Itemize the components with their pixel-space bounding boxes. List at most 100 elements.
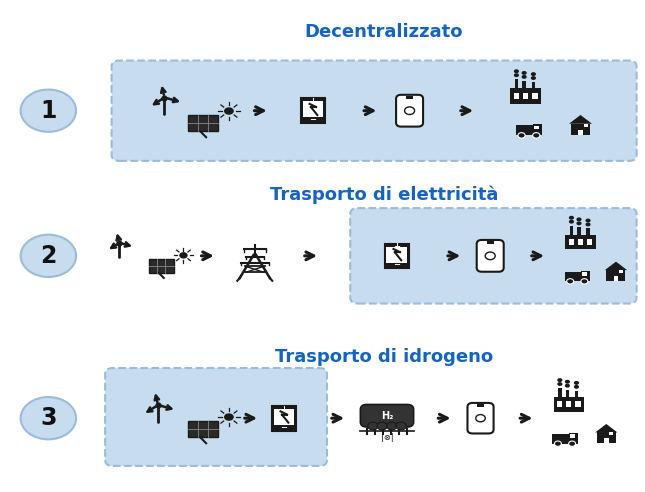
Circle shape: [569, 220, 574, 224]
Circle shape: [555, 441, 561, 446]
Text: −: −: [393, 260, 400, 269]
Circle shape: [514, 73, 519, 77]
Bar: [554, 397, 584, 412]
Circle shape: [565, 380, 570, 384]
Circle shape: [577, 221, 582, 225]
Bar: [571, 124, 590, 135]
Circle shape: [21, 235, 76, 277]
Text: 2: 2: [40, 244, 57, 268]
Circle shape: [531, 76, 536, 80]
Bar: [477, 404, 484, 407]
Bar: [619, 270, 623, 273]
Text: +: +: [310, 97, 316, 106]
Text: 1: 1: [40, 99, 57, 123]
Bar: [578, 239, 583, 245]
Text: Trasporto di elettricità: Trasporto di elettricità: [270, 185, 498, 204]
Bar: [570, 434, 575, 438]
Bar: [570, 226, 573, 235]
Bar: [606, 270, 626, 281]
Bar: [303, 101, 323, 118]
Bar: [487, 241, 493, 244]
Bar: [597, 432, 616, 443]
Circle shape: [377, 422, 387, 430]
Circle shape: [577, 217, 582, 221]
Bar: [515, 79, 518, 89]
FancyBboxPatch shape: [396, 95, 423, 126]
Bar: [148, 259, 174, 273]
Bar: [566, 401, 571, 407]
Text: |⊗|: |⊗|: [381, 433, 393, 442]
Bar: [534, 126, 539, 129]
Bar: [610, 432, 613, 435]
Bar: [586, 228, 590, 235]
FancyBboxPatch shape: [477, 240, 504, 272]
Circle shape: [557, 378, 562, 382]
Bar: [557, 401, 562, 407]
Circle shape: [565, 384, 570, 388]
FancyBboxPatch shape: [569, 433, 578, 444]
Text: Trasporto di idrogeno: Trasporto di idrogeno: [275, 348, 493, 366]
Circle shape: [569, 441, 575, 446]
Circle shape: [574, 385, 579, 389]
Circle shape: [179, 252, 188, 259]
Circle shape: [586, 222, 591, 226]
Text: H₂: H₂: [381, 411, 393, 421]
Circle shape: [522, 75, 527, 79]
Circle shape: [224, 413, 233, 421]
Bar: [587, 239, 592, 245]
Bar: [523, 93, 528, 99]
Bar: [188, 421, 218, 437]
Bar: [532, 93, 537, 99]
FancyBboxPatch shape: [384, 244, 409, 268]
Circle shape: [581, 278, 588, 284]
FancyBboxPatch shape: [552, 434, 578, 444]
Bar: [613, 276, 619, 281]
Bar: [188, 115, 218, 131]
Bar: [522, 81, 526, 89]
Circle shape: [21, 90, 76, 132]
Circle shape: [514, 69, 519, 73]
Text: +: +: [281, 405, 287, 414]
Bar: [582, 272, 588, 276]
Circle shape: [224, 107, 233, 115]
Bar: [575, 391, 578, 397]
Text: −: −: [281, 423, 287, 431]
FancyBboxPatch shape: [105, 368, 327, 466]
Text: −: −: [310, 115, 316, 124]
Bar: [569, 239, 574, 245]
FancyBboxPatch shape: [564, 272, 590, 281]
Circle shape: [21, 397, 76, 439]
Text: 3: 3: [40, 406, 57, 430]
Bar: [558, 388, 562, 397]
Circle shape: [533, 133, 540, 138]
Polygon shape: [569, 115, 592, 124]
Bar: [531, 82, 535, 89]
FancyBboxPatch shape: [533, 124, 542, 135]
Circle shape: [396, 422, 406, 430]
FancyBboxPatch shape: [350, 208, 637, 304]
Text: Decentralizzato: Decentralizzato: [304, 23, 463, 41]
FancyBboxPatch shape: [516, 125, 542, 135]
Bar: [514, 93, 519, 99]
Circle shape: [387, 422, 397, 430]
Bar: [575, 401, 580, 407]
Circle shape: [531, 72, 536, 76]
Circle shape: [518, 133, 525, 138]
Circle shape: [522, 71, 527, 75]
Bar: [604, 438, 609, 443]
Circle shape: [567, 278, 573, 284]
Bar: [566, 235, 595, 249]
Bar: [406, 96, 413, 99]
FancyBboxPatch shape: [272, 406, 296, 430]
FancyBboxPatch shape: [361, 404, 413, 427]
Bar: [578, 130, 583, 135]
Circle shape: [557, 382, 562, 386]
Bar: [584, 124, 588, 127]
Bar: [566, 390, 569, 397]
Polygon shape: [605, 262, 627, 270]
Bar: [577, 227, 580, 235]
Bar: [386, 246, 407, 263]
Circle shape: [586, 218, 591, 222]
Circle shape: [574, 381, 579, 385]
Bar: [273, 409, 294, 425]
